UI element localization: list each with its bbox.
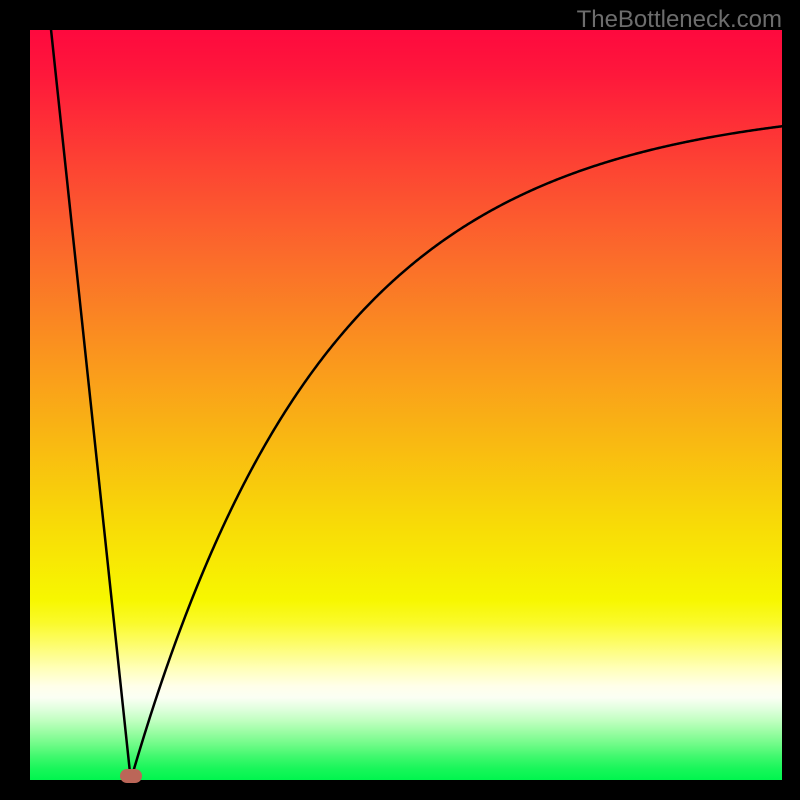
- chart-container: TheBottleneck.com: [0, 0, 800, 800]
- watermark-text: TheBottleneck.com: [577, 6, 782, 34]
- gradient-background: [30, 30, 782, 780]
- plot-area: [30, 30, 782, 780]
- minimum-marker: [120, 769, 142, 783]
